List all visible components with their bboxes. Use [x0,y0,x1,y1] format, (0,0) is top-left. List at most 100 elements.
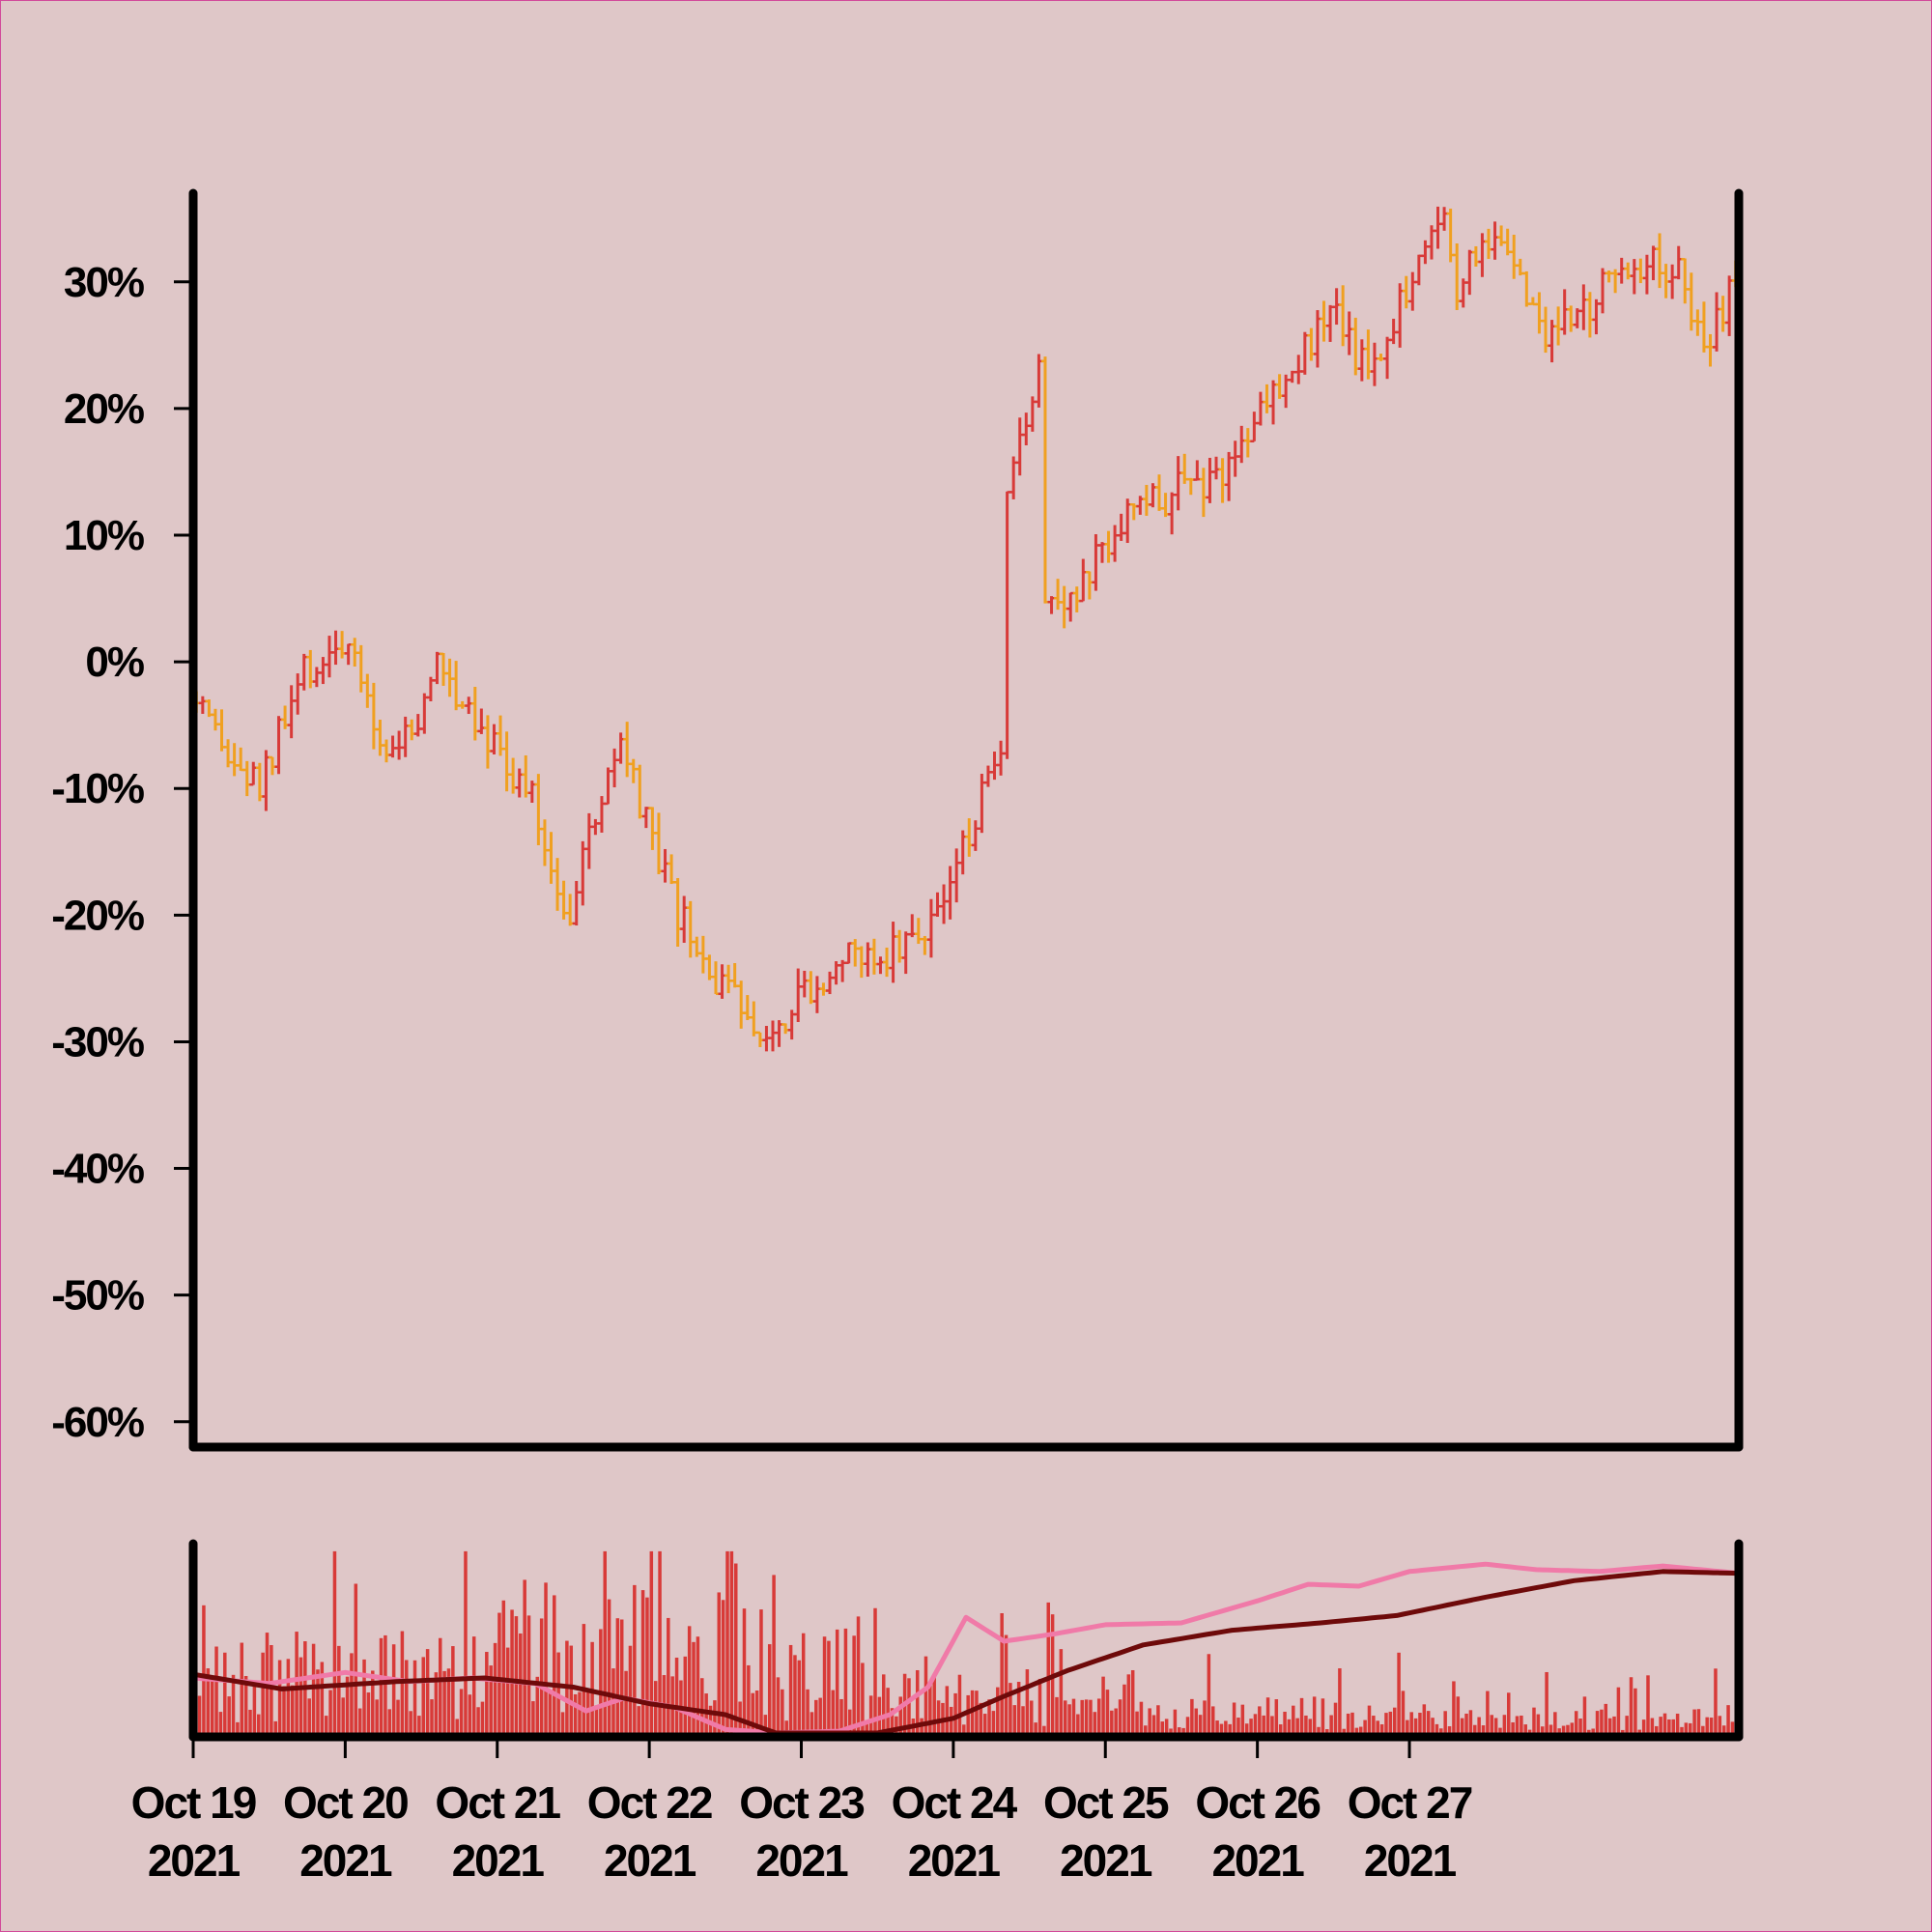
ohlc-bar [933,892,942,918]
volume-bar [1452,1681,1456,1737]
ohlc-bar [1218,458,1227,503]
y-tick-label: -60% [51,1399,144,1446]
volume-bar [725,1550,729,1737]
volume-bar [1612,1716,1616,1737]
volume-bar [1456,1696,1461,1737]
y-tick-label: -50% [51,1272,144,1320]
volume-bar [1016,1682,1021,1737]
volume-bar [1406,1719,1409,1737]
volume-bar [1443,1711,1447,1737]
ohlc-bar [1022,412,1031,446]
volume-bar [1122,1684,1126,1737]
ohlc-bar [1263,384,1271,413]
ohlc-bar [648,807,657,850]
volume-bar [1600,1709,1604,1737]
volume-bar [1110,1710,1114,1737]
volume-bar [298,1657,303,1737]
volume-bar [1287,1719,1292,1737]
ohlc-bar [1357,339,1366,382]
ohlc-bar [483,715,492,769]
ohlc-bar [1567,305,1576,332]
y-tick-label: 0% [85,639,143,686]
volume-bar [1418,1713,1422,1737]
volume-bar [1021,1706,1025,1737]
x-tick-label-date: Oct 23 [739,1777,864,1828]
ohlc-bar [864,942,872,978]
volume-bar [1283,1711,1287,1737]
volume-bar [1595,1711,1600,1737]
volume-bar [526,1615,531,1737]
volume-bar [1096,1698,1101,1737]
volume-bar [277,1660,282,1737]
ohlc-bar [711,961,720,996]
volume-bar [827,1640,831,1737]
volume-bar [1413,1718,1418,1737]
volume-bar [603,1550,607,1737]
volume-bar [1662,1713,1667,1737]
ohlc-bar [1104,530,1113,563]
volume-bar [957,1674,962,1737]
volume-bar [831,1690,836,1737]
ohlc-bar [1294,355,1303,384]
volume-bar [1012,1705,1017,1737]
ohlc-bar [668,854,676,885]
volume-bar [1701,1725,1705,1737]
volume-bar [1042,1725,1046,1737]
x-tick-label-date: Oct 24 [892,1777,1018,1828]
volume-bar [1718,1716,1722,1737]
volume-bar [240,1642,244,1737]
volume-bar [1629,1677,1634,1737]
volume-bar [615,1618,620,1737]
volume-bar [1224,1720,1228,1737]
y-tick-label: -40% [51,1146,144,1193]
volume-bar [560,1712,565,1737]
volume-bar [936,1700,941,1737]
ohlc-bar [1484,228,1492,260]
volume-bar [286,1659,291,1737]
ohlc-bar [800,970,809,998]
volume-bar [822,1636,827,1737]
volume-bar [772,1575,776,1737]
volume-bar [442,1670,446,1737]
volume-bar [1435,1723,1439,1737]
volume-bar [1477,1717,1481,1737]
ohlc-bar [1079,558,1088,603]
ohlc-bar [1617,257,1626,284]
volume-bar [1650,1718,1655,1737]
volume-bar [476,1707,480,1737]
volume-bar [814,1699,818,1737]
volume-bar [1481,1725,1486,1737]
volume-bar [882,1674,886,1737]
volume-bar [607,1599,611,1737]
volume-bar [1692,1709,1696,1737]
volume-bar [350,1653,354,1737]
volume-bar [1570,1722,1575,1737]
volume-bar [206,1668,211,1737]
volume-ma-long-line [192,1569,1740,1736]
volume-bar [797,1660,802,1737]
volume-bar [1709,1718,1714,1737]
volume-bar [316,1669,320,1737]
ohlc-bar [579,840,587,906]
ohlc-bar [1066,591,1075,622]
volume-bar [667,1617,670,1737]
ohlc-bar [522,754,530,798]
volume-bar [996,1687,1000,1737]
ohlc-bar [1142,484,1151,516]
ohlc-bar [1383,336,1392,380]
volume-bar [1464,1713,1468,1737]
volume-bar [1304,1715,1308,1737]
ohlc-bar [1060,585,1068,629]
volume-bar [371,1670,375,1737]
volume-bar [362,1659,366,1737]
ohlc-bar [502,731,511,792]
volume-bar [1059,1649,1064,1737]
ohlc-bar [477,708,486,734]
volume-bar [1675,1713,1680,1737]
volume-bar [553,1595,556,1737]
volume-bar [1490,1715,1494,1737]
ohlc-bar [737,980,746,1029]
volume-bar [1295,1718,1299,1737]
ohlc-bar [616,732,625,764]
volume-bar [818,1697,822,1737]
